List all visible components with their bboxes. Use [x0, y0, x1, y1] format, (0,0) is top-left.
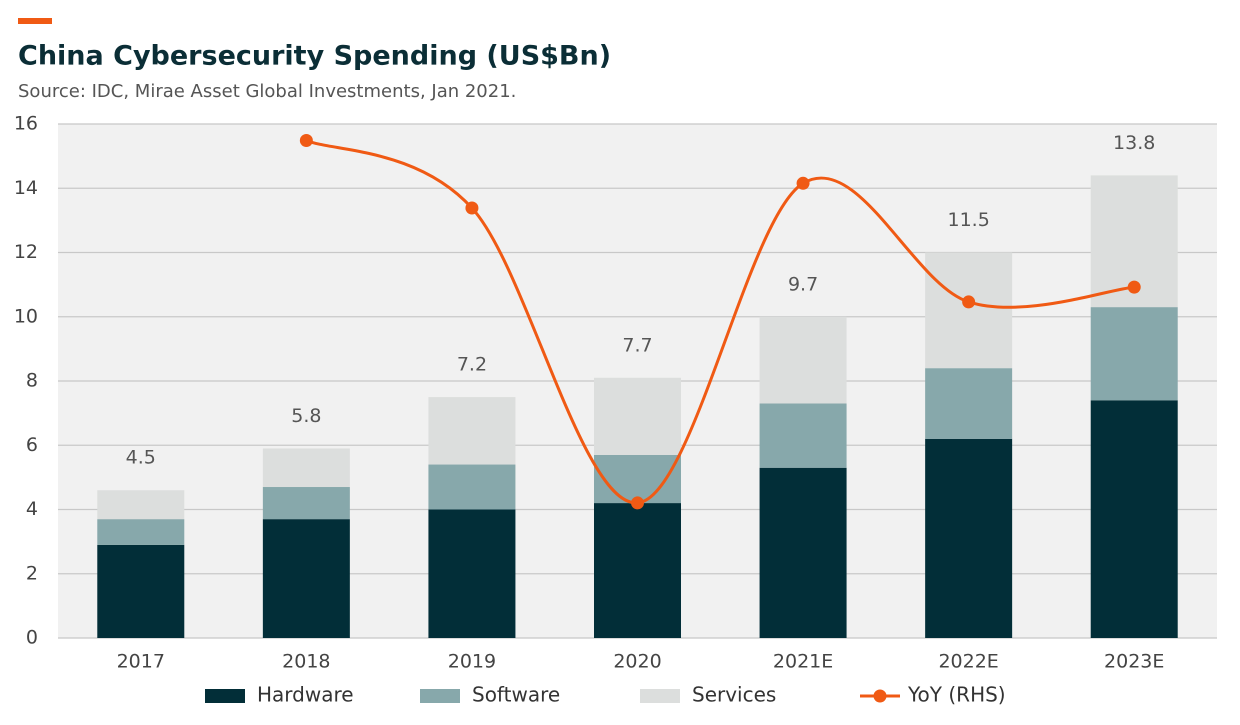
x-tick-label: 2017	[117, 651, 165, 673]
total-label: 7.7	[622, 334, 652, 356]
y-tick-label: 16	[14, 113, 38, 135]
bar-segment	[1090, 307, 1178, 401]
legend-label: Hardware	[257, 683, 354, 707]
line-point	[796, 176, 810, 190]
line-point	[631, 496, 644, 510]
bar-segment	[428, 464, 516, 510]
legend-label: Software	[472, 683, 560, 707]
total-label: 11.5	[947, 209, 989, 231]
legend-swatch	[873, 689, 887, 703]
bar-segment	[759, 403, 847, 468]
bar-segment	[428, 397, 516, 465]
y-tick-label: 14	[14, 177, 38, 199]
bar-segment	[925, 438, 1013, 638]
y-tick-label: 4	[26, 498, 38, 520]
y-tick-label: 12	[14, 241, 38, 263]
bar-segment	[262, 519, 350, 638]
total-label: 7.2	[457, 354, 487, 376]
bar-segment	[594, 503, 681, 638]
line-point	[962, 295, 976, 309]
x-tick-label: 2022E	[938, 651, 998, 673]
y-tick-label: 6	[26, 434, 38, 456]
bar-segment	[97, 519, 185, 545]
accent-bar	[18, 18, 52, 24]
bar-segment	[759, 316, 847, 404]
line-point	[1127, 280, 1141, 294]
bar-segment	[925, 252, 1013, 369]
total-label: 9.7	[788, 273, 818, 295]
x-tick-label: 2018	[282, 651, 330, 673]
bar-segment	[1090, 400, 1178, 638]
total-label: 5.8	[291, 405, 321, 427]
bar-segment	[262, 487, 350, 520]
y-tick-label: 2	[26, 562, 38, 584]
legend-swatch	[640, 689, 680, 703]
legend-label: Services	[692, 683, 776, 707]
x-tick-label: 2020	[613, 651, 661, 673]
bar-segment	[594, 454, 681, 504]
legend-label: YoY (RHS)	[907, 683, 1006, 707]
bar-segment	[594, 377, 681, 455]
y-tick-label: 8	[26, 370, 38, 392]
bar-segment	[759, 467, 847, 638]
chart-subtitle: Source: IDC, Mirae Asset Global Investme…	[18, 81, 516, 102]
legend-swatch	[205, 689, 245, 703]
line-point	[299, 133, 313, 147]
bar-segment	[262, 448, 350, 488]
bar-segment	[428, 509, 516, 638]
line-point	[465, 201, 479, 215]
legend-swatch	[420, 689, 460, 703]
bar-segment	[925, 368, 1013, 439]
total-label: 13.8	[1113, 132, 1155, 154]
x-tick-label: 2023E	[1104, 651, 1164, 673]
x-tick-label: 2021E	[773, 651, 833, 673]
y-tick-label: 10	[14, 305, 38, 327]
bar-segment	[97, 544, 185, 638]
y-tick-label: 0	[26, 627, 38, 649]
chart-title: China Cybersecurity Spending (US$Bn)	[18, 41, 611, 72]
bar-segment	[97, 490, 185, 520]
total-label: 4.5	[126, 447, 156, 469]
x-tick-label: 2019	[448, 651, 496, 673]
